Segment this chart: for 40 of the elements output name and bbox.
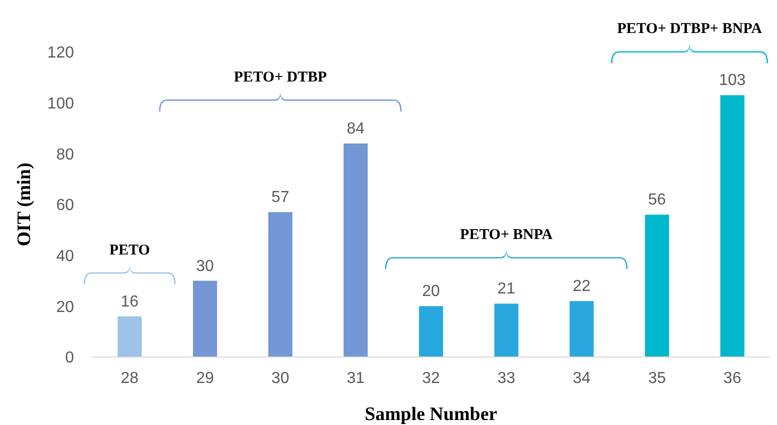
y-axis-title: OIT (min) xyxy=(14,162,35,246)
bar xyxy=(570,301,594,357)
bar xyxy=(192,280,218,357)
data-label: 22 xyxy=(572,278,591,296)
y-tick-label: 20 xyxy=(56,298,74,316)
data-label: 103 xyxy=(718,72,746,90)
annotation: PETO+ BNPA xyxy=(460,227,553,244)
x-tick-label: 35 xyxy=(648,370,666,387)
x-axis-title: Sample Number xyxy=(364,404,498,425)
y-tick-label: 120 xyxy=(47,44,74,62)
y-tick-label: 60 xyxy=(56,197,74,214)
bar xyxy=(494,304,518,357)
x-tick-label: 34 xyxy=(572,370,591,387)
annotation: PETO+ DTBP xyxy=(234,70,327,86)
data-label: 30 xyxy=(196,258,214,275)
text: PETO+ DTBP+ BNPA xyxy=(617,21,762,38)
data-label: 84 xyxy=(346,120,365,138)
bar xyxy=(344,144,368,357)
bar xyxy=(720,95,744,357)
data-label: 57 xyxy=(271,189,290,206)
bar xyxy=(418,306,444,357)
x-tick-label: 32 xyxy=(422,370,440,387)
x-tick-label: 31 xyxy=(346,370,365,387)
x-tick-label: 29 xyxy=(196,370,214,387)
x-tick-label: 33 xyxy=(497,370,516,387)
y-tick-label: 80 xyxy=(56,146,74,164)
x-tick-label: 28 xyxy=(120,370,139,387)
y-tick-label: 0 xyxy=(65,350,74,367)
data-label: 16 xyxy=(120,293,139,310)
bar xyxy=(118,316,142,357)
annotation: PETO xyxy=(109,242,150,258)
data-label: 20 xyxy=(422,283,440,300)
x-tick-label: 36 xyxy=(723,370,742,387)
bar xyxy=(268,212,292,357)
data-label: 56 xyxy=(648,192,666,209)
data-label: 21 xyxy=(497,280,516,298)
bar xyxy=(644,214,670,357)
y-tick-label: 40 xyxy=(56,248,74,265)
y-tick-label: 100 xyxy=(47,95,74,112)
x-tick-label: 30 xyxy=(271,370,290,387)
